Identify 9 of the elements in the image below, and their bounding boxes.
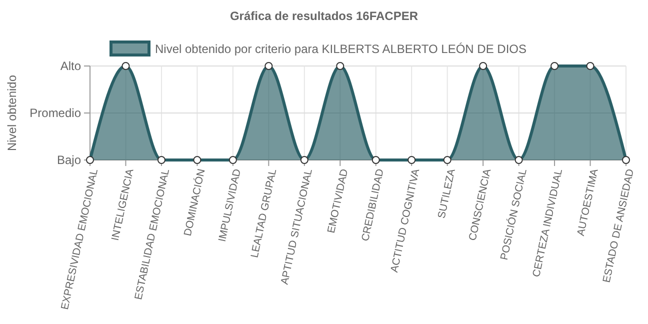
chart-title: Gráfica de resultados 16FACPER [230, 9, 418, 23]
text: Alto [60, 59, 82, 74]
x-tick-label: LEALTAD GRUPAL [248, 168, 280, 259]
x-tick-label: SUTILEZA [436, 168, 458, 220]
x-tick-label: ESTADO DE ANSIEDAD [600, 167, 637, 284]
legend-label: Nivel obtenido por criterio para KILBERTS ALBERTO LEÓN DE DIOS [155, 42, 526, 56]
text: Bajo [56, 153, 82, 168]
y-axis-title: Nivel obtenido [5, 74, 19, 152]
ref-line-label: Promedio [30, 106, 82, 120]
